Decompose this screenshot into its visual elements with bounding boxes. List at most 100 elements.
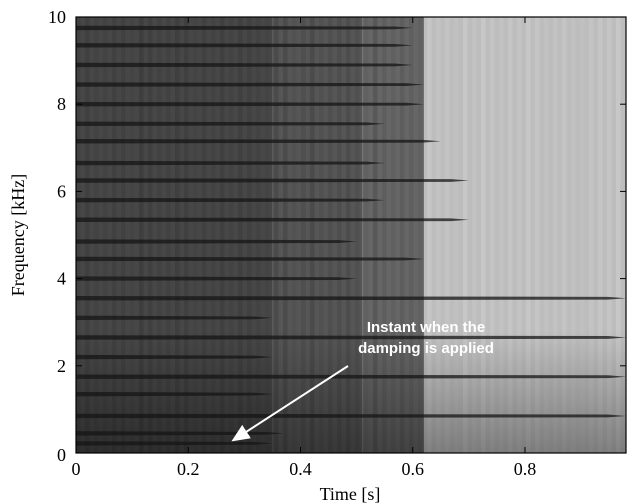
- harmonic-22: [76, 25, 413, 31]
- y-tick-label: 0: [57, 445, 66, 465]
- time-frame-column: [607, 17, 612, 453]
- time-frame-column: [301, 17, 306, 453]
- harmonic-4: [76, 374, 626, 379]
- harmonic-20: [76, 62, 413, 68]
- time-frame-column: [445, 17, 450, 453]
- time-frame-column: [409, 17, 414, 453]
- harmonic-2: [76, 413, 626, 419]
- time-frame-column: [157, 17, 162, 453]
- time-frame-column: [337, 17, 342, 453]
- time-frame-column: [454, 17, 459, 453]
- time-frame-column: [382, 17, 387, 453]
- time-frame-column: [562, 17, 567, 453]
- harmonic-13: [76, 197, 385, 203]
- harmonic-18: [76, 102, 424, 107]
- harmonic-8: [76, 296, 626, 301]
- harmonic-12: [76, 217, 469, 222]
- time-frame-column: [571, 17, 576, 453]
- harmonic-14: [76, 178, 469, 183]
- time-frame-column: [139, 17, 144, 453]
- y-tick-label: 6: [57, 181, 66, 201]
- time-frame-column: [274, 17, 279, 453]
- time-frame-column: [85, 17, 90, 453]
- time-frame-column: [499, 17, 504, 453]
- time-frame-column: [283, 17, 288, 453]
- time-frame-column: [355, 17, 360, 453]
- time-frame-column: [76, 17, 81, 453]
- time-frame-column: [508, 17, 513, 453]
- x-tick-label: 0.8: [514, 459, 537, 479]
- time-frame-column: [463, 17, 468, 453]
- harmonic-0: [76, 441, 273, 446]
- x-tick-label: 0: [72, 459, 81, 479]
- time-frame-column: [535, 17, 540, 453]
- harmonic-3: [76, 391, 273, 397]
- time-frame-column: [364, 17, 369, 453]
- x-tick-label: 0.4: [289, 459, 312, 479]
- time-frame-column: [247, 17, 252, 453]
- time-frame-column: [238, 17, 243, 453]
- time-frame-column: [472, 17, 477, 453]
- y-axis-ticks: 0 2 4 6 8 10: [48, 7, 626, 465]
- harmonic-21: [76, 43, 413, 48]
- harmonic-16: [76, 139, 441, 144]
- annotation-arrow: [231, 365, 349, 442]
- time-frame-column: [94, 17, 99, 453]
- x-axis-ticks: 0 0.2 0.4 0.6 0.8: [72, 17, 537, 479]
- time-frame-column: [481, 17, 486, 453]
- harmonic-7: [76, 315, 273, 321]
- time-frame-column: [391, 17, 396, 453]
- time-frame-column: [400, 17, 405, 453]
- time-frame-column: [598, 17, 603, 453]
- time-frame-column: [229, 17, 234, 453]
- time-frame-column: [580, 17, 585, 453]
- time-frame-column: [310, 17, 315, 453]
- time-frame-column: [112, 17, 117, 453]
- harmonic-11: [76, 239, 357, 244]
- time-frame-column: [202, 17, 207, 453]
- time-frame-column: [373, 17, 378, 453]
- time-frame-column: [166, 17, 171, 453]
- time-frame-column: [544, 17, 549, 453]
- time-frame-column: [526, 17, 531, 453]
- y-tick-label: 2: [57, 356, 66, 376]
- damping-annotation: Instant when the damping is applied: [231, 319, 494, 442]
- harmonic-9: [76, 276, 357, 281]
- time-frame-column: [490, 17, 495, 453]
- time-frame-column: [184, 17, 189, 453]
- time-frame-columns: [76, 17, 626, 453]
- time-frame-column: [553, 17, 558, 453]
- time-frame-column: [220, 17, 225, 453]
- x-tick-label: 0.2: [177, 459, 200, 479]
- time-frame-column: [517, 17, 522, 453]
- time-frame-column: [256, 17, 261, 453]
- y-tick-label: 8: [57, 94, 66, 114]
- time-frame-column: [103, 17, 108, 453]
- y-axis-label: Frequency [kHz]: [8, 174, 28, 296]
- time-frame-column: [148, 17, 153, 453]
- harmonic-15: [76, 160, 385, 166]
- time-frame-column: [328, 17, 333, 453]
- time-frame-column: [616, 17, 621, 453]
- time-frame-column: [418, 17, 423, 453]
- y-tick-label: 4: [57, 269, 66, 289]
- harmonic-6: [76, 335, 626, 340]
- time-frame-column: [319, 17, 324, 453]
- annotation-line-1: Instant when the: [367, 319, 485, 336]
- time-frame-column: [346, 17, 351, 453]
- time-frame-column: [427, 17, 432, 453]
- time-frame-column: [211, 17, 216, 453]
- plot-area: [76, 17, 626, 453]
- time-frame-column: [436, 17, 441, 453]
- annotation-line-2: damping is applied: [358, 340, 494, 357]
- y-tick-label: 10: [48, 7, 66, 27]
- time-frame-column: [121, 17, 126, 453]
- x-axis-label: Time [s]: [320, 484, 381, 504]
- time-frame-column: [175, 17, 180, 453]
- time-frame-column: [292, 17, 297, 453]
- harmonic-10: [76, 256, 424, 262]
- plot-frame: [75, 16, 627, 454]
- harmonic-17: [76, 121, 385, 127]
- time-frame-column: [589, 17, 594, 453]
